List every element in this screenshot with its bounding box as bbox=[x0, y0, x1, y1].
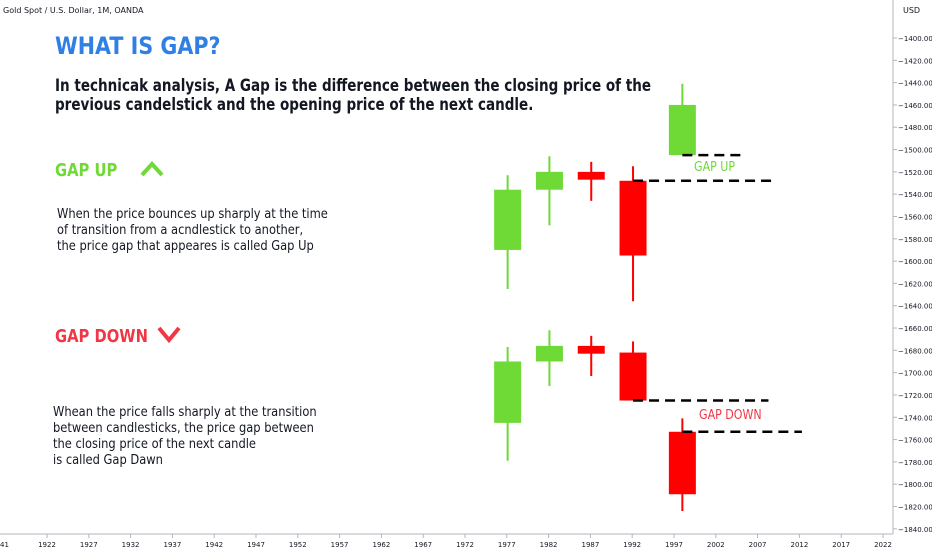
time-tick-label: 1967 bbox=[414, 541, 432, 549]
time-tick-label: 2012 bbox=[790, 541, 808, 549]
chevron-down-icon bbox=[157, 326, 181, 344]
bearish-candle bbox=[619, 341, 647, 401]
time-edge-label: 41 bbox=[0, 541, 9, 549]
time-tick-label: 1977 bbox=[498, 541, 516, 549]
gap-up-description: When the price bounces up sharply at the… bbox=[57, 206, 380, 254]
price-tick-label: −1540.000 bbox=[898, 191, 932, 199]
time-tick-label: 1997 bbox=[665, 541, 683, 549]
gap-down-chart-label: GAP DOWN bbox=[699, 408, 762, 423]
intro-line: previous candelstick and the opening pri… bbox=[55, 95, 534, 114]
price-tick-label: −1800.000 bbox=[898, 481, 932, 489]
time-tick-label: 1947 bbox=[247, 541, 265, 549]
price-tick-label: −1600.000 bbox=[898, 258, 932, 266]
time-tick-label: 1992 bbox=[623, 541, 641, 549]
price-tick-label: −1760.000 bbox=[898, 437, 932, 445]
time-tick-label: 2017 bbox=[832, 541, 850, 549]
bullish-candle bbox=[494, 346, 522, 461]
bearish-candle bbox=[577, 335, 605, 376]
bullish-candle bbox=[494, 175, 522, 289]
price-tick-label: −1720.000 bbox=[898, 392, 932, 400]
candle-body bbox=[494, 189, 522, 250]
bullish-candle bbox=[535, 156, 563, 226]
price-tick-label: −1420.000 bbox=[898, 57, 932, 65]
time-tick-label: 2007 bbox=[749, 541, 767, 549]
time-tick-label: 1937 bbox=[163, 541, 181, 549]
desc-line: is called Gap Dawn bbox=[53, 452, 163, 468]
time-tick-label: 1932 bbox=[122, 541, 140, 549]
desc-line: between candlesticks, the price gap betw… bbox=[53, 420, 314, 436]
time-axis[interactable]: 1922 1927 1932 1937 1942 1947 1952 1957 1962 1967… bbox=[0, 533, 893, 549]
time-tick-label: 1987 bbox=[581, 541, 599, 549]
desc-line: Whean the price falls sharply at the tra… bbox=[53, 404, 317, 420]
price-tick-label: −1480.000 bbox=[898, 124, 932, 132]
bullish-candle bbox=[535, 330, 563, 387]
desc-line: the price gap that appeares is called Ga… bbox=[57, 238, 314, 254]
price-tick-label: −1520.000 bbox=[898, 169, 932, 177]
price-tick-label: −1700.000 bbox=[898, 370, 932, 378]
time-tick-label: 1922 bbox=[38, 541, 56, 549]
gap-up-heading: GAP UP bbox=[55, 160, 118, 181]
time-tick-label: 1952 bbox=[289, 541, 307, 549]
desc-line: When the price bounces up sharply at the… bbox=[57, 206, 328, 222]
chevron-up-icon bbox=[140, 161, 164, 177]
price-tick-label: −1440.000 bbox=[898, 80, 932, 88]
candle-body bbox=[494, 361, 522, 423]
candle-body bbox=[535, 345, 563, 362]
price-tick-label: −1400.000 bbox=[898, 35, 932, 43]
gap-lines bbox=[633, 153, 802, 434]
time-tick-label: 1957 bbox=[331, 541, 349, 549]
time-tick-label: 2002 bbox=[707, 541, 725, 549]
candle-body bbox=[535, 171, 563, 190]
price-tick-label: −1780.000 bbox=[898, 459, 932, 467]
candle-body bbox=[668, 104, 696, 156]
candle-body bbox=[619, 180, 647, 256]
price-tick-label: −1680.000 bbox=[898, 347, 932, 355]
time-tick-label: 1982 bbox=[540, 541, 558, 549]
candle-body bbox=[619, 352, 647, 401]
price-tick-label: −1460.000 bbox=[898, 102, 932, 110]
gap-down-description: Whean the price falls sharply at the tra… bbox=[53, 404, 376, 468]
desc-line: of transition from a acndlestick to anot… bbox=[57, 222, 304, 238]
time-tick-label: 1972 bbox=[456, 541, 474, 549]
bearish-candle bbox=[619, 166, 647, 302]
price-axis[interactable]: −1400.000 −1420.000 −1440.000 −1460.000 −148… bbox=[892, 0, 932, 534]
bearish-candle bbox=[668, 418, 696, 511]
time-tick-label: 2022 bbox=[874, 541, 892, 549]
intro-line: In technicak analysis, A Gap is the diff… bbox=[55, 76, 652, 95]
page-title: WHAT IS GAP? bbox=[55, 32, 221, 60]
desc-line: the closing price of the next candle bbox=[53, 436, 256, 452]
intro-text: In technicak analysis, A Gap is the diff… bbox=[55, 76, 652, 114]
price-tick-label: −1660.000 bbox=[898, 325, 932, 333]
time-tick-label: 1927 bbox=[80, 541, 98, 549]
price-tick-label: −1640.000 bbox=[898, 303, 932, 311]
bearish-candle bbox=[577, 161, 605, 201]
gap-down-heading: GAP DOWN bbox=[55, 326, 148, 347]
price-tick-label: −1620.000 bbox=[898, 280, 932, 288]
price-tick-label: −1580.000 bbox=[898, 236, 932, 244]
candle-body bbox=[668, 431, 696, 495]
bullish-candle bbox=[668, 83, 696, 156]
time-tick-label: 1942 bbox=[205, 541, 223, 549]
candle-body bbox=[577, 171, 605, 180]
price-tick-label: −1740.000 bbox=[898, 414, 932, 422]
price-tick-label: −1840.000 bbox=[898, 526, 932, 534]
currency-label: USD bbox=[903, 6, 921, 15]
price-tick-label: −1560.000 bbox=[898, 213, 932, 221]
candle-body bbox=[577, 345, 605, 354]
price-tick-label: −1820.000 bbox=[898, 504, 932, 512]
gap-up-chart-label: GAP UP bbox=[694, 160, 736, 175]
candles bbox=[494, 83, 696, 511]
time-tick-label: 1962 bbox=[372, 541, 390, 549]
symbol-header: Gold Spot / U.S. Dollar, 1M, OANDA bbox=[3, 6, 144, 15]
price-tick-label: −1500.000 bbox=[898, 147, 932, 155]
